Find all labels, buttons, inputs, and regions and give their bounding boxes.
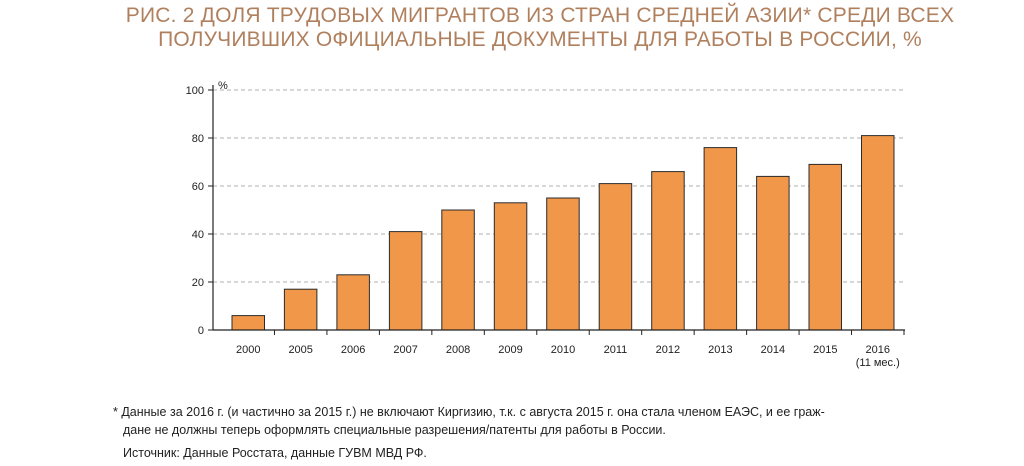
bar [546,197,580,331]
x-tick-label: 2013 [708,344,732,356]
bar [756,175,790,331]
bar [861,135,895,331]
bar [493,202,528,331]
y-tick-label: 0 [198,325,204,337]
x-tick-label: 2016 [866,344,890,356]
x-tick-label: 2000 [236,344,260,356]
bars [231,135,895,331]
y-tick-label: 20 [192,277,204,289]
source-note: Источник: Данные Росстата, данные ГУВМ М… [123,446,427,460]
y-tick-label: 40 [192,229,204,241]
x-tick-label: 2009 [498,344,522,356]
footnote-line-1: * Данные за 2016 г. (и частично за 2015 … [113,405,825,419]
x-tick-label: 2015 [813,344,837,356]
y-axis-label: % [218,80,228,92]
bar [283,288,318,331]
x-tick-label: 2005 [288,344,312,356]
y-tick-label: 100 [186,85,204,97]
bar-chart: 0 20 40 60 80 100 % 2000 2005 2006 2007 2008 2009 201… [186,80,905,369]
bar [231,315,265,331]
x-tick-note: (11 мес.) [856,357,900,369]
bar [808,163,842,331]
x-tick-label: 2006 [341,344,365,356]
axes [208,85,905,335]
x-tick-label: 2008 [446,344,470,356]
chart-title: РИС. 2 ДОЛЯ ТРУДОВЫХ МИГРАНТОВ ИЗ СТРАН … [120,4,960,52]
x-tick-label: 2010 [551,344,575,356]
bar [703,147,738,331]
chart-title-line-2: ПОЛУЧИВШИХ ОФИЦИАЛЬНЫЕ ДОКУМЕНТЫ ДЛЯ РАБ… [158,28,922,51]
y-tick-label: 80 [192,133,204,145]
x-tick-label: 2011 [604,344,628,356]
bar [651,171,685,331]
x-tick-label: 2012 [656,344,680,356]
footnote-line-2: дане не должны теперь оформлять специаль… [123,423,666,437]
footnote: * Данные за 2016 г. (и частично за 2015 … [113,403,973,439]
x-tick-label: 2007 [393,344,417,356]
bar [336,274,370,331]
bar [388,231,423,331]
x-tick-label: 2014 [761,344,785,356]
bar [598,183,633,331]
y-tick-label: 60 [192,181,204,193]
chart-title-line-1: РИС. 2 ДОЛЯ ТРУДОВЫХ МИГРАНТОВ ИЗ СТРАН … [125,4,955,27]
bar [441,209,475,331]
labels: 0 20 40 60 80 100 % 2000 2005 2006 2007 2008 2009 201… [186,80,900,369]
